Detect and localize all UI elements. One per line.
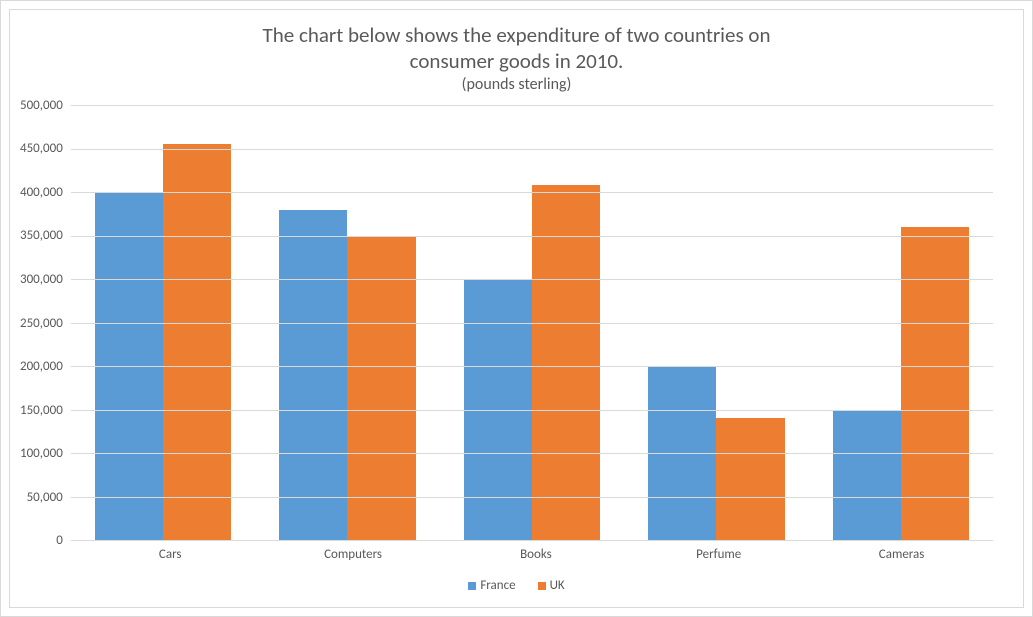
plot-row: 500,000450,000400,000350,000300,000250,0… <box>10 99 1023 541</box>
chart-title-line1: The chart below shows the expenditure of… <box>50 22 983 48</box>
plot-area <box>71 105 993 541</box>
bar-uk <box>901 227 969 540</box>
x-tick-label: Perfume <box>627 547 810 562</box>
gridline <box>71 105 993 106</box>
x-tick-label: Computers <box>262 547 445 562</box>
legend-swatch <box>468 582 476 590</box>
gridline <box>71 149 993 150</box>
chart-container: The chart below shows the expenditure of… <box>0 0 1033 617</box>
chart-title-line2: consumer goods in 2010. <box>50 48 983 74</box>
bar-uk <box>716 418 784 540</box>
gridline <box>71 279 993 280</box>
gridline <box>71 323 993 324</box>
chart-subtitle: (pounds sterling) <box>50 75 983 96</box>
legend-item: France <box>468 578 515 593</box>
gridline <box>71 366 993 367</box>
gridline <box>71 497 993 498</box>
gridline <box>71 453 993 454</box>
x-axis-spacer <box>20 547 71 562</box>
chart-inner: The chart below shows the expenditure of… <box>9 9 1024 608</box>
bar-france <box>279 210 347 540</box>
legend: France UK <box>10 562 1023 607</box>
x-tick-label: Books <box>444 547 627 562</box>
chart-title-block: The chart below shows the expenditure of… <box>10 10 1023 99</box>
gridline <box>71 540 993 541</box>
legend-item: UK <box>538 578 565 593</box>
bar-france <box>833 410 901 540</box>
y-axis: 500,000450,000400,000350,000300,000250,0… <box>20 105 71 541</box>
bar-uk <box>163 144 231 540</box>
legend-label: France <box>480 578 515 593</box>
gridline <box>71 410 993 411</box>
x-tick-label: Cars <box>79 547 262 562</box>
gridline <box>71 192 993 193</box>
x-axis-labels: CarsComputersBooksPerfumeCameras <box>79 547 993 562</box>
x-axis-row: CarsComputersBooksPerfumeCameras <box>10 541 1023 562</box>
legend-label: UK <box>550 578 565 593</box>
gridline <box>71 236 993 237</box>
bar-uk <box>347 237 415 540</box>
x-tick-label: Cameras <box>810 547 993 562</box>
legend-swatch <box>538 582 546 590</box>
bar-uk <box>532 185 600 540</box>
